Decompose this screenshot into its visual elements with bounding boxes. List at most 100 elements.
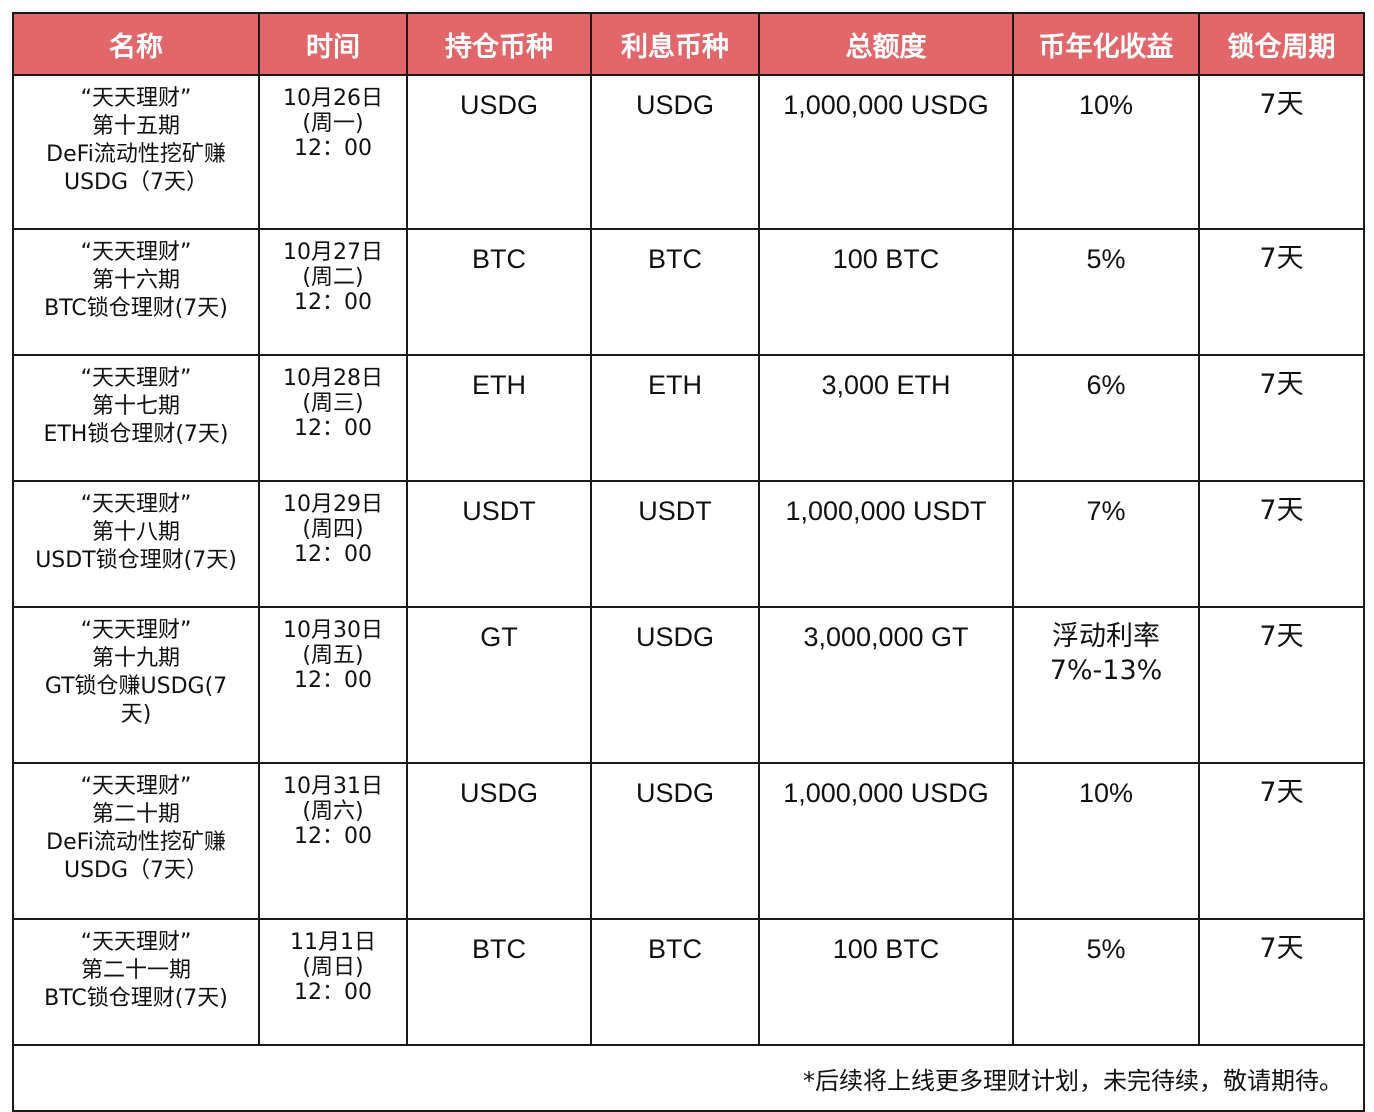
lock-period-cell: 7天 — [1198, 354, 1365, 482]
annual-yield-cell: 5% — [1012, 228, 1200, 356]
product-name-cell: “天天理财” 第十五期 DeFi流动性挖矿赚 USDG（7天） — [12, 74, 260, 230]
annual-yield-range: 7%-13% — [1049, 655, 1163, 686]
time-weekday: (周二) — [302, 265, 364, 290]
product-name-line: 第十七期 — [91, 394, 180, 419]
annual-yield-value: 7% — [1086, 496, 1126, 526]
annual-yield-value: 10% — [1078, 778, 1134, 808]
holding-coin-cell: GT — [406, 606, 592, 764]
header-lock-period: 锁仓周期 — [1198, 12, 1365, 76]
time-clock: 12：00 — [294, 136, 372, 161]
annual-yield-cell: 5% — [1012, 918, 1200, 1046]
product-name-line: USDG（7天） — [63, 858, 209, 883]
time-cell: 10月28日 (周三) 12：00 — [258, 354, 408, 482]
product-name-cell: “天天理财” 第二十期 DeFi流动性挖矿赚 USDG（7天） — [12, 762, 260, 920]
footnote-row: *后续将上线更多理财计划，未完待续，敬请期待。 — [12, 1044, 1365, 1112]
product-name-line: 第十九期 — [91, 646, 180, 671]
lock-period-cell: 7天 — [1198, 606, 1365, 764]
time-clock: 12：00 — [294, 290, 372, 315]
total-quota-cell: 3,000 ETH — [758, 354, 1014, 482]
product-name-line: “天天理财” — [80, 618, 192, 643]
time-date: 10月27日 — [283, 240, 383, 265]
product-name-line: “天天理财” — [80, 240, 192, 265]
product-name-cell: “天天理财” 第十七期 ETH锁仓理财(7天) — [12, 354, 260, 482]
product-name-cell: “天天理财” 第十九期 GT锁仓赚USDG(7 天) — [12, 606, 260, 764]
interest-coin-cell: BTC — [590, 228, 760, 356]
product-name-line: DeFi流动性挖矿赚 — [46, 830, 226, 855]
holding-coin-cell: ETH — [406, 354, 592, 482]
table-row: “天天理财” 第二十一期 BTC锁仓理财(7天) 11月1日 (周日) 12：0… — [12, 918, 1365, 1046]
table-row: “天天理财” 第十六期 BTC锁仓理财(7天) 10月27日 (周二) 12：0… — [12, 228, 1365, 356]
time-date: 10月26日 — [283, 86, 383, 111]
interest-coin-cell: BTC — [590, 918, 760, 1046]
product-name-line: BTC锁仓理财(7天) — [44, 296, 228, 321]
table-row: “天天理财” 第十九期 GT锁仓赚USDG(7 天) 10月30日 (周五) 1… — [12, 606, 1365, 764]
lock-period-cell: 7天 — [1198, 762, 1365, 920]
product-name-line: “天天理财” — [80, 366, 192, 391]
time-weekday: (周五) — [302, 643, 364, 668]
annual-yield-value: 5% — [1086, 934, 1126, 964]
total-quota-cell: 1,000,000 USDG — [758, 762, 1014, 920]
time-date: 10月30日 — [283, 618, 383, 643]
product-name-line: “天天理财” — [80, 492, 192, 517]
interest-coin-cell: USDG — [590, 74, 760, 230]
product-name-line: 第二十一期 — [80, 958, 191, 983]
time-date: 10月31日 — [283, 774, 383, 799]
lock-period-cell: 7天 — [1198, 74, 1365, 230]
product-name-line: USDG（7天） — [63, 170, 209, 195]
product-name-line: 第十八期 — [91, 520, 180, 545]
product-name-line: USDT锁仓理财(7天) — [35, 548, 237, 573]
annual-yield-cell: 浮动利率 7%-13% — [1012, 606, 1200, 764]
header-total-quota: 总额度 — [758, 12, 1014, 76]
product-name-line: GT锁仓赚USDG(7 — [44, 674, 228, 699]
product-name-line: ETH锁仓理财(7天) — [43, 422, 229, 447]
lock-period-cell: 7天 — [1198, 228, 1365, 356]
product-name-cell: “天天理财” 第十八期 USDT锁仓理财(7天) — [12, 480, 260, 608]
annual-yield-value: 6% — [1086, 370, 1126, 400]
interest-coin-cell: USDT — [590, 480, 760, 608]
time-cell: 10月27日 (周二) 12：00 — [258, 228, 408, 356]
time-weekday: (周四) — [302, 517, 364, 542]
time-cell: 10月26日 (周一) 12：00 — [258, 74, 408, 230]
time-clock: 12：00 — [294, 542, 372, 567]
product-schedule: 名称 时间 持仓币种 利息币种 总额度 币年化收益 锁仓周期 “天天理财” 第十… — [12, 12, 1365, 1112]
time-weekday: (周三) — [302, 391, 364, 416]
time-clock: 12：00 — [294, 416, 372, 441]
holding-coin-cell: BTC — [406, 918, 592, 1046]
header-time: 时间 — [258, 12, 408, 76]
lock-period-cell: 7天 — [1198, 918, 1365, 1046]
table-row: “天天理财” 第二十期 DeFi流动性挖矿赚 USDG（7天） 10月31日 (… — [12, 762, 1365, 920]
interest-coin-cell: USDG — [590, 606, 760, 764]
product-name-cell: “天天理财” 第二十一期 BTC锁仓理财(7天) — [12, 918, 260, 1046]
annual-yield-cell: 10% — [1012, 762, 1200, 920]
product-name-line: BTC锁仓理财(7天) — [44, 986, 228, 1011]
time-cell: 11月1日 (周日) 12：00 — [258, 918, 408, 1046]
time-cell: 10月31日 (周六) 12：00 — [258, 762, 408, 920]
time-weekday: (周一) — [302, 111, 364, 136]
time-weekday: (周日) — [302, 955, 364, 980]
total-quota-cell: 100 BTC — [758, 228, 1014, 356]
product-name-line: 第十六期 — [91, 268, 180, 293]
table-row: “天天理财” 第十五期 DeFi流动性挖矿赚 USDG（7天） 10月26日 (… — [12, 74, 1365, 230]
table-row: “天天理财” 第十七期 ETH锁仓理财(7天) 10月28日 (周三) 12：0… — [12, 354, 1365, 482]
header-annual-yield: 币年化收益 — [1012, 12, 1200, 76]
header-interest-coin: 利息币种 — [590, 12, 760, 76]
product-name-line: “天天理财” — [80, 930, 192, 955]
annual-yield-value: 浮动利率 — [1052, 621, 1160, 652]
product-name-cell: “天天理财” 第十六期 BTC锁仓理财(7天) — [12, 228, 260, 356]
table-row: “天天理财” 第十八期 USDT锁仓理财(7天) 10月29日 (周四) 12：… — [12, 480, 1365, 608]
annual-yield-cell: 7% — [1012, 480, 1200, 608]
footnote: *后续将上线更多理财计划，未完待续，敬请期待。 — [12, 1044, 1365, 1112]
holding-coin-cell: USDG — [406, 762, 592, 920]
wealth-products-table: 名称 时间 持仓币种 利息币种 总额度 币年化收益 锁仓周期 “天天理财” 第十… — [12, 12, 1365, 1112]
time-weekday: (周六) — [302, 799, 364, 824]
lock-period-cell: 7天 — [1198, 480, 1365, 608]
total-quota-cell: 1,000,000 USDG — [758, 74, 1014, 230]
annual-yield-value: 10% — [1078, 90, 1134, 120]
total-quota-cell: 3,000,000 GT — [758, 606, 1014, 764]
annual-yield-cell: 6% — [1012, 354, 1200, 482]
product-name-line: 天) — [120, 702, 152, 727]
annual-yield-cell: 10% — [1012, 74, 1200, 230]
product-name-line: DeFi流动性挖矿赚 — [46, 142, 226, 167]
product-name-line: “天天理财” — [80, 774, 192, 799]
product-name-line: 第二十期 — [91, 802, 180, 827]
